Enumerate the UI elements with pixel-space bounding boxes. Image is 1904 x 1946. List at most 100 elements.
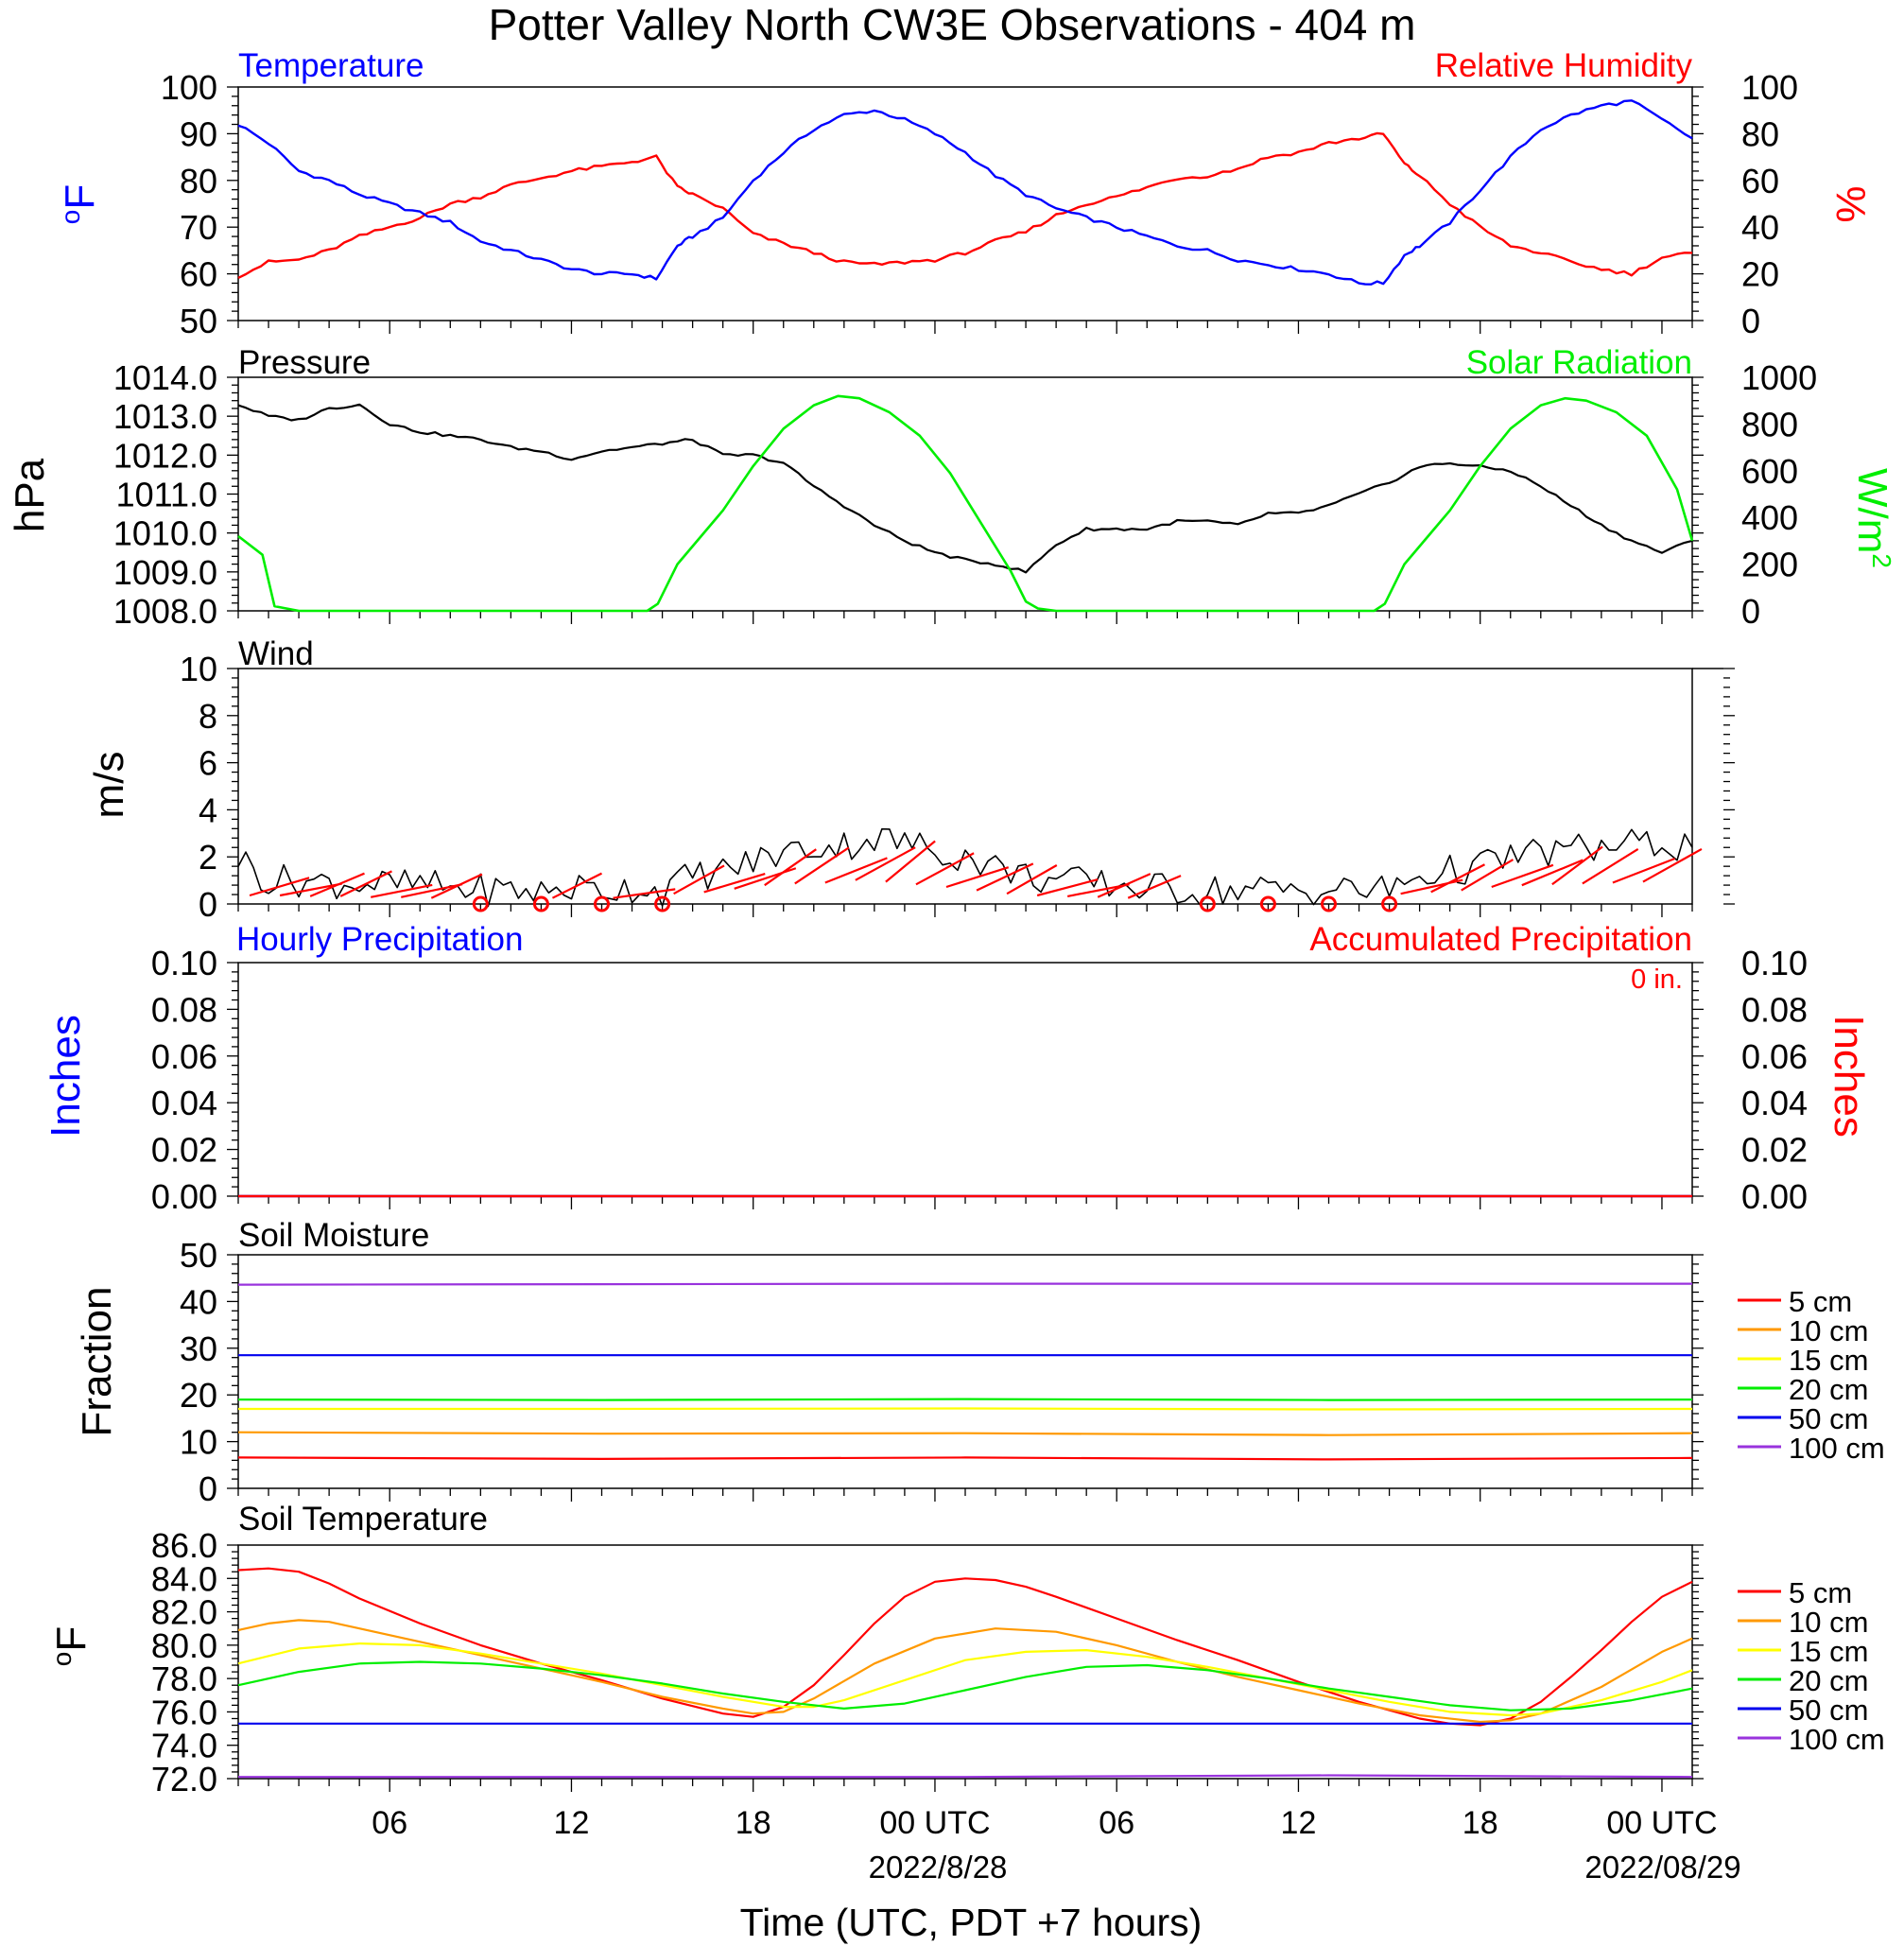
wind-barb xyxy=(915,852,975,886)
right-tick-label: 200 xyxy=(1741,546,1798,584)
left-tick-label: 0 xyxy=(199,1469,217,1508)
right-tick-label: 800 xyxy=(1741,405,1798,443)
wind-barb xyxy=(794,846,850,885)
left-tick-label: 0.06 xyxy=(151,1037,217,1076)
hourly-precip-title: Hourly Precipitation xyxy=(236,921,523,958)
left-tick-label: 10 xyxy=(180,650,217,688)
time-date-2: 2022/08/29 xyxy=(1584,1850,1740,1885)
figure-title: Potter Valley North CW3E Observations - … xyxy=(489,0,1416,49)
left-tick-label: 50 xyxy=(180,302,217,340)
temp-units: oF xyxy=(56,184,104,224)
soil-moisture-line-100cm xyxy=(237,1282,1692,1286)
wind-barb xyxy=(430,873,483,899)
temperature-line xyxy=(237,99,1693,286)
left-tick-label: 1008.0 xyxy=(113,592,217,631)
soil-temp-legend-label: 5 cm xyxy=(1789,1576,1852,1609)
time-date-1: 2022/8/28 xyxy=(869,1850,1008,1885)
left-tick-label: 1012.0 xyxy=(113,436,217,475)
time-tick-label: 00 UTC xyxy=(1606,1805,1717,1841)
right-tick-label: 60 xyxy=(1741,162,1779,200)
right-tick-label: 0.10 xyxy=(1741,944,1808,982)
left-tick-label: 0.04 xyxy=(151,1084,217,1122)
left-tick-label: 1014.0 xyxy=(113,358,217,397)
soil-temp-units: oF xyxy=(47,1626,95,1666)
precip-right-units: Inches xyxy=(1826,1015,1872,1138)
time-tick-label: 12 xyxy=(1281,1805,1317,1841)
left-tick-label: 40 xyxy=(180,1282,217,1321)
left-tick-label: 1009.0 xyxy=(113,553,217,592)
left-tick-label: 70 xyxy=(180,208,217,247)
wind-barb xyxy=(764,848,817,887)
temperature-title: Temperature xyxy=(238,47,424,84)
wind-barb xyxy=(370,883,433,898)
wind-barb xyxy=(1127,875,1182,899)
right-tick-label: 0 xyxy=(1741,302,1760,340)
left-tick-label: 0 xyxy=(199,885,217,924)
soil-temp-legend-label: 50 cm xyxy=(1789,1694,1868,1727)
wind-barb xyxy=(1461,859,1515,892)
right-tick-label: 80 xyxy=(1741,114,1779,153)
soil-temp-line-100cm xyxy=(238,1774,1693,1779)
soil-temp-legend-label: 15 cm xyxy=(1789,1635,1868,1668)
soil-moisture-title: Soil Moisture xyxy=(238,1217,429,1254)
solar-line xyxy=(237,394,1694,613)
left-tick-label: 8 xyxy=(199,697,217,736)
solar-units: W/m2 xyxy=(1849,468,1897,568)
left-tick-label: 10 xyxy=(180,1423,217,1462)
time-axis-label: Time (UTC, PDT +7 hours) xyxy=(740,1901,1203,1944)
soil-moisture-legend-label: 10 cm xyxy=(1789,1314,1868,1347)
time-tick-label: 06 xyxy=(1099,1805,1134,1841)
soil-temp-line-15cm xyxy=(237,1642,1693,1717)
right-tick-label: 600 xyxy=(1741,452,1798,491)
wind-barb xyxy=(855,846,916,881)
wind-units: m/s xyxy=(86,752,132,819)
time-tick-label: 00 UTC xyxy=(879,1805,990,1841)
pressure-units: hPa xyxy=(7,458,53,532)
left-tick-label: 20 xyxy=(180,1376,217,1415)
wind-barb xyxy=(703,873,766,894)
pressure-line xyxy=(237,403,1693,574)
left-tick-label: 1011.0 xyxy=(116,476,217,514)
calm-wind-marker xyxy=(654,895,671,912)
plot-frame-0 xyxy=(237,86,1693,321)
accum-precip-total: 0 in. xyxy=(1631,964,1683,995)
soil-temp-title: Soil Temperature xyxy=(238,1501,488,1538)
time-tick-label: 12 xyxy=(554,1805,590,1841)
left-tick-label: 4 xyxy=(199,791,217,829)
wind-barb xyxy=(1036,878,1099,897)
wind-barb xyxy=(1582,848,1639,885)
soil-moisture-legend-label: 20 cm xyxy=(1789,1373,1868,1406)
pressure-title: Pressure xyxy=(238,344,371,381)
soil-moisture-legend-label: 100 cm xyxy=(1789,1432,1885,1465)
right-tick-label: 0.04 xyxy=(1741,1084,1808,1122)
right-tick-label: 0.08 xyxy=(1741,990,1808,1029)
wind-barb xyxy=(309,872,365,897)
left-tick-label: 80.0 xyxy=(151,1626,217,1665)
wind-barb xyxy=(673,864,725,895)
wind-barb xyxy=(1551,845,1603,886)
plot-frame-4 xyxy=(237,1254,1693,1489)
wind-speed-line xyxy=(237,827,1693,908)
wind-barb xyxy=(279,882,342,897)
right-tick-label: 20 xyxy=(1741,255,1779,294)
left-tick-label: 6 xyxy=(199,744,217,783)
accum-precip-title: Accumulated Precipitation xyxy=(1309,921,1692,958)
left-tick-label: 74.0 xyxy=(151,1727,217,1765)
time-tick-label: 18 xyxy=(1463,1805,1498,1841)
soil-moisture-line-10cm xyxy=(237,1431,1693,1436)
calm-wind-marker xyxy=(594,895,610,912)
right-tick-label: 0.02 xyxy=(1741,1131,1808,1170)
right-tick-label: 0.00 xyxy=(1741,1177,1808,1216)
calm-wind-marker xyxy=(472,895,489,912)
soil-moisture-legend-label: 50 cm xyxy=(1789,1402,1868,1435)
right-tick-label: 400 xyxy=(1741,498,1798,537)
soil-temp-legend-label: 100 cm xyxy=(1789,1723,1885,1756)
left-tick-label: 50 xyxy=(180,1236,217,1275)
plot-frame-3 xyxy=(237,962,1693,1197)
wind-barb xyxy=(613,888,676,899)
wind-barb xyxy=(1430,863,1485,894)
time-tick-label: 18 xyxy=(736,1805,771,1841)
left-tick-label: 84.0 xyxy=(151,1559,217,1598)
wind-barb xyxy=(1006,864,1058,895)
